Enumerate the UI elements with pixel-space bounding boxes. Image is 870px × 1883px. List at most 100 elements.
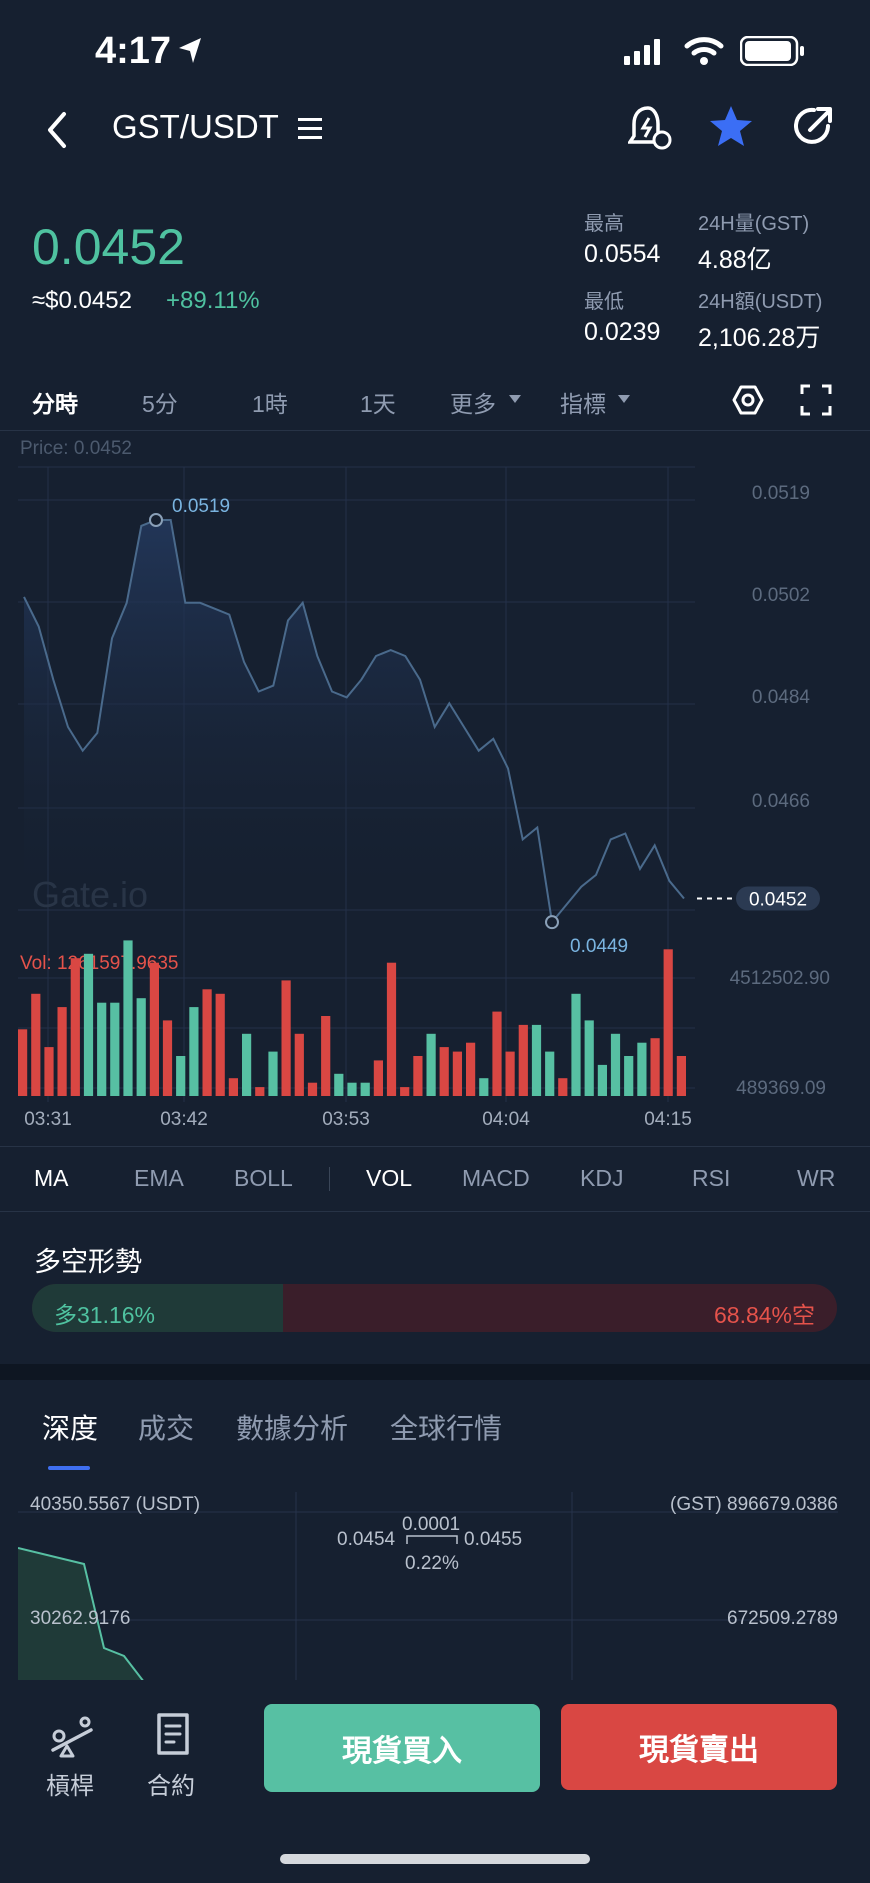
price-chart[interactable]: Price: 0.0452Gate.io0.05190.05020.04840.…	[0, 432, 870, 1146]
fullscreen-icon[interactable]	[800, 384, 832, 416]
volume-bar	[584, 1020, 594, 1096]
share-icon[interactable]	[792, 104, 836, 148]
volume-bar	[637, 1042, 647, 1096]
low-label: 最低	[584, 291, 624, 313]
contract-icon[interactable]	[154, 1712, 192, 1756]
leverage-label[interactable]: 槓桿	[46, 1773, 94, 1800]
volume-bar	[307, 1082, 318, 1096]
spot-buy-button[interactable]: 現貨買入	[264, 1704, 540, 1792]
volume-bar	[176, 1056, 186, 1096]
volume-bar	[136, 998, 146, 1096]
volume-bar	[386, 962, 397, 1096]
status-bar: 4:17	[0, 0, 870, 100]
x-tick-label: 04:04	[482, 1109, 530, 1130]
tab-depth[interactable]: 深度	[42, 1413, 99, 1444]
long-short-title: 多空形勢	[34, 1247, 142, 1277]
tab-indicators[interactable]: 指標	[560, 391, 606, 417]
chart-settings-icon[interactable]	[732, 384, 764, 416]
current-price-tag	[736, 886, 820, 911]
pair-title[interactable]: GST/USDT	[112, 108, 279, 145]
home-indicator	[280, 1854, 590, 1864]
tab-1hour[interactable]: 1時	[252, 391, 288, 417]
x-tick-label: 04:15	[644, 1109, 692, 1130]
volume-bar	[610, 1033, 621, 1096]
tab-data-analysis[interactable]: 數據分析	[236, 1413, 349, 1444]
contract-label[interactable]: 合約	[147, 1773, 195, 1800]
depth-right-mid: 672509.2789	[727, 1608, 838, 1629]
long-ratio: 多31.16%	[54, 1302, 156, 1328]
long-portion	[32, 1284, 283, 1332]
volume-max-label: 4512502.90	[730, 968, 830, 989]
price-line	[23, 519, 685, 925]
volume-bar	[83, 953, 94, 1096]
price-alert-icon[interactable]	[628, 104, 672, 152]
favorite-star-icon[interactable]	[708, 104, 754, 150]
chevron-down-icon	[509, 395, 521, 403]
tab-5min[interactable]: 5分	[142, 391, 178, 417]
indicator-rsi[interactable]: RSI	[692, 1165, 731, 1191]
volume-bar	[18, 1029, 28, 1096]
list-icon[interactable]	[296, 116, 324, 142]
y-tick-label: 0.0484	[752, 687, 811, 708]
volume-bar	[624, 1056, 634, 1096]
volume-bar	[479, 1078, 489, 1096]
volume-bar	[268, 1051, 278, 1096]
volume-bar	[676, 1056, 686, 1096]
high-label: 最高	[584, 213, 624, 235]
price-area	[24, 520, 684, 923]
volume-24h-label: 24H量(GST)	[698, 213, 810, 235]
depth-chart: 40350.5567 (USDT) (GST) 896679.0386 3026…	[18, 1492, 838, 1682]
tab-trades[interactable]: 成交	[138, 1413, 195, 1444]
depth-ask-price: 0.0455	[464, 1529, 523, 1550]
volume-bar	[360, 1082, 370, 1096]
volume-bar	[242, 1033, 252, 1096]
current-price-label: 0.0452	[749, 890, 807, 911]
volume-bar	[373, 1060, 383, 1096]
tab-more[interactable]: 更多	[450, 391, 496, 417]
price-label: Price: 0.0452	[20, 438, 132, 459]
max-point-marker	[149, 513, 163, 527]
volume-bar	[228, 1078, 238, 1096]
indicator-boll[interactable]: BOLL	[234, 1165, 293, 1191]
volume-bar	[334, 1073, 344, 1096]
tab-global-market[interactable]: 全球行情	[390, 1413, 503, 1444]
section-divider	[0, 1364, 870, 1380]
active-tab-indicator	[48, 1466, 90, 1470]
tab-1day[interactable]: 1天	[360, 391, 396, 417]
volume-bar	[57, 1007, 67, 1096]
indicator-wr[interactable]: WR	[797, 1165, 836, 1191]
depth-left-max: 40350.5567 (USDT)	[30, 1494, 201, 1515]
volume-bar	[452, 1051, 462, 1096]
volume-bar	[466, 1042, 476, 1096]
x-tick-label: 03:42	[160, 1109, 208, 1130]
tab-time-share[interactable]: 分時	[32, 391, 78, 417]
volume-bar	[439, 1047, 449, 1096]
status-time: 4:17	[95, 30, 172, 72]
volume-bar	[281, 980, 291, 1096]
volume-bar	[202, 989, 212, 1096]
spot-sell-button[interactable]: 現貨賣出	[561, 1704, 837, 1790]
high-value: 0.0554	[584, 240, 661, 268]
x-tick-label: 03:31	[24, 1109, 72, 1130]
indicator-kdj[interactable]: KDJ	[580, 1165, 624, 1191]
interval-tabs: 分時 5分 1時 1天 更多 指標	[0, 376, 870, 431]
volume-bar	[650, 1038, 660, 1096]
volume-bar	[294, 1033, 304, 1096]
depth-right-max: (GST) 896679.0386	[670, 1494, 838, 1515]
change-percent: +89.11%	[166, 287, 260, 314]
wifi-icon	[684, 37, 724, 65]
short-ratio: 68.84%空	[713, 1302, 815, 1328]
volume-bar	[215, 993, 225, 1096]
min-point-label: 0.0449	[570, 936, 628, 957]
back-icon[interactable]	[42, 110, 72, 150]
volume-bar	[347, 1082, 357, 1096]
indicator-vol[interactable]: VOL	[366, 1165, 413, 1191]
indicator-tabs: MA EMA BOLL VOL MACD KDJ RSI WR	[0, 1146, 870, 1212]
volume-bar	[162, 1020, 173, 1096]
indicator-ema[interactable]: EMA	[134, 1165, 184, 1191]
volume-bar	[413, 1056, 423, 1096]
bid-line	[18, 1547, 145, 1682]
leverage-icon[interactable]	[47, 1716, 97, 1760]
indicator-macd[interactable]: MACD	[462, 1165, 530, 1191]
indicator-ma[interactable]: MA	[34, 1165, 69, 1191]
